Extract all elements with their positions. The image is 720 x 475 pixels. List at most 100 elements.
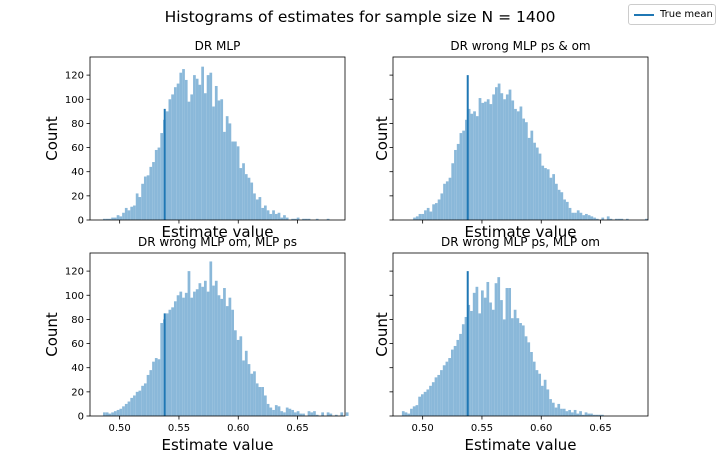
histogram-bar [592,414,596,416]
histogram-bar [524,336,528,416]
x-tick-label: 0.65 [286,423,308,434]
histogram-bar [143,383,147,416]
histogram-bar [557,189,561,220]
histogram-bar [625,218,629,220]
histogram-bar [122,212,125,220]
histogram-bar [206,75,210,220]
histogram-bar [576,413,580,416]
histogram-bar [530,130,534,220]
histogram-bar [203,280,207,416]
histogram-bar [505,94,509,220]
histogram-bar [116,409,120,416]
histogram-bar [280,217,284,220]
histogram-bar [242,163,245,220]
histogram-bar [105,218,109,220]
histogram-bar [513,309,517,416]
histogram-bar [645,218,648,220]
histogram-bar [225,306,229,416]
x-axis-label: Estimate value [162,223,274,241]
histogram-bar [113,411,117,416]
x-tick-label: 0.55 [471,423,493,434]
histogram-bar [258,387,262,416]
x-axis-label: Estimate value [465,223,577,241]
histogram-bar [116,215,120,220]
y-tick-label: 60 [71,339,84,350]
histogram-bar [124,403,128,416]
axes-frame [89,56,346,221]
histogram-bar [113,217,117,220]
histogram-bar [111,217,114,220]
histogram-bar [272,409,275,416]
histogram-bar [573,409,577,416]
histogram-bar [203,93,207,220]
histogram-bar [313,411,316,416]
histogram-bar [459,133,463,220]
histogram-bar [168,99,172,220]
histogram-bar [228,297,232,416]
histogram-bar [261,207,264,220]
histogram-bar [486,281,490,416]
histogram-bar [544,168,547,220]
histogram-bar [130,206,134,220]
histogram-bar [555,183,558,220]
histogram-bar [182,297,185,416]
histogram-bar [198,84,202,220]
y-tick-label: 120 [65,267,84,278]
histogram-bar [283,412,286,416]
histogram-bar [562,408,566,416]
histogram-bar [220,99,224,220]
histogram-bar [182,69,185,221]
histogram-bar [206,291,210,416]
histogram-bar [168,309,172,416]
histogram-bar [291,218,294,220]
histogram-bar [255,383,259,416]
histogram-bar [138,197,142,220]
histogram-bar [176,83,180,221]
histogram-bar [481,290,484,416]
histogram-bar [157,147,161,220]
histogram-bar [426,207,430,220]
histogram-bar [108,218,112,220]
histogram-bar [516,111,520,220]
y-tick-label: 0 [78,412,84,423]
y-tick-label: 0 [78,216,84,227]
histogram-bar [546,389,550,416]
histogram-bar [565,411,569,416]
histogram-bar [530,352,533,416]
histogram-bar [171,307,174,416]
histogram-bar [315,218,319,220]
histogram-bar [453,345,457,416]
histogram-bar [135,193,139,220]
histogram-bar [579,212,583,220]
subplot-title: DR wrong MLP om, MLP ps [138,235,297,249]
y-tick-label: 100 [65,95,84,106]
histogram-bar [146,175,150,220]
histogram-bar [456,339,460,416]
histogram-bar [266,403,270,416]
y-axis-label: Count [373,312,391,357]
histogram-bar [451,163,455,220]
histogram-bar [217,295,221,416]
histogram-bar [541,165,545,220]
histogram-bar [296,411,300,416]
histogram-bar [615,218,618,220]
histogram-bar [424,210,427,220]
histogram-bar [620,218,624,220]
histogram-bar [165,111,169,220]
histogram-bar [554,407,558,416]
legend-label: True mean [660,9,713,20]
histogram-bar [165,313,169,416]
subplot-title: DR wrong MLP ps, MLP om [441,235,600,249]
histogram-bar [291,409,294,416]
y-tick-label: 60 [71,143,84,154]
histogram-bar [429,211,433,220]
axes-frame [89,252,346,417]
histogram-bar [294,412,297,416]
histogram-bar [274,405,278,416]
legend: True mean [628,4,716,25]
figure-title-text: Histograms of estimates for sample size … [164,8,556,26]
histogram-bar [606,216,610,220]
histogram-bar [478,98,482,220]
histogram-bar [195,78,199,220]
